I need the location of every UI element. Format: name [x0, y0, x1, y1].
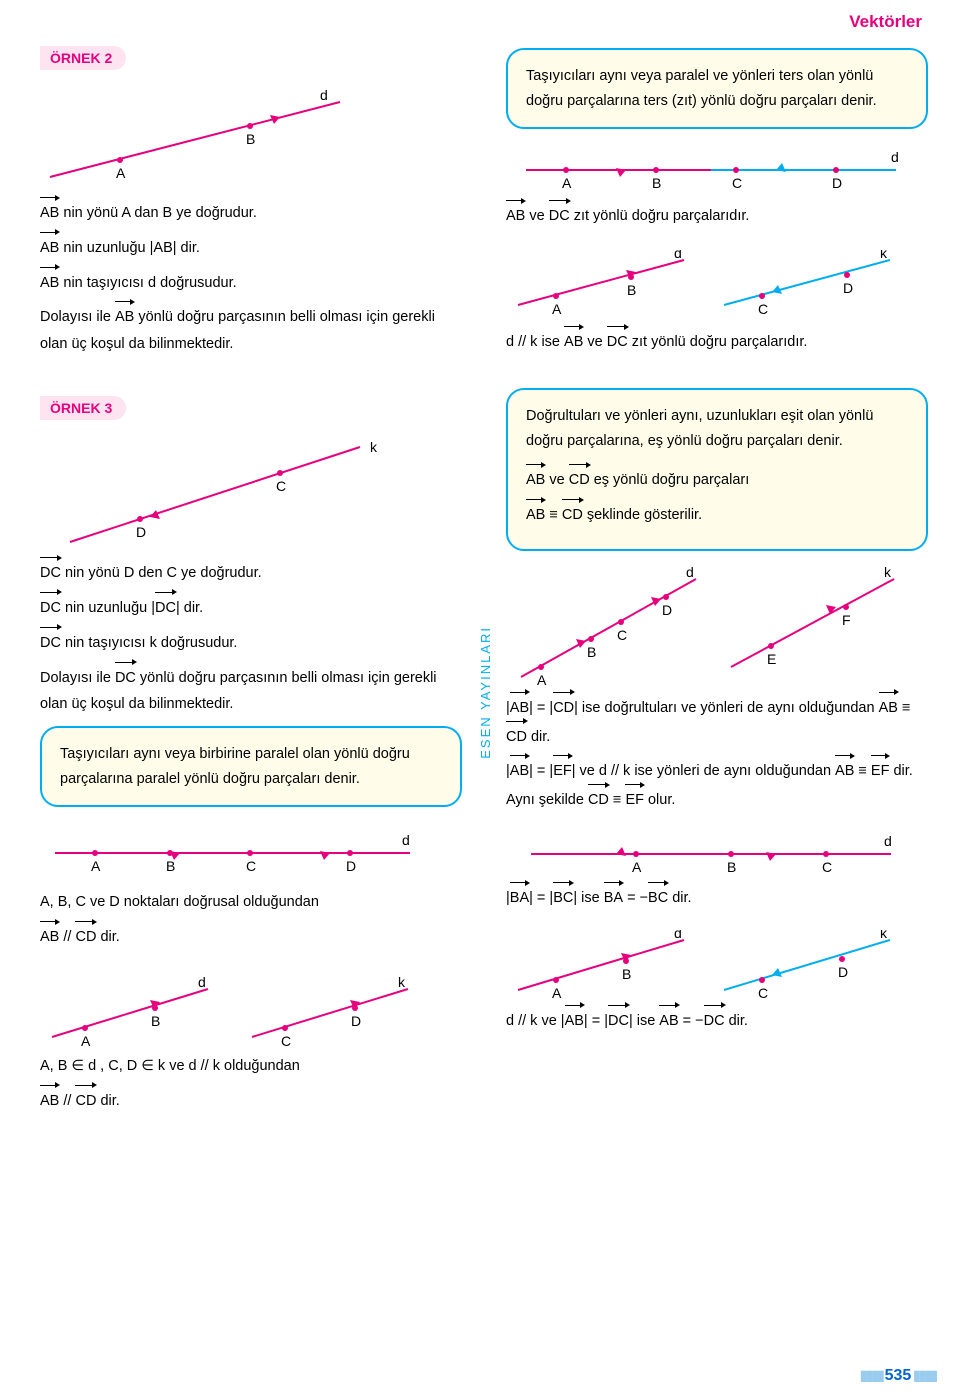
svg-text:C: C	[758, 985, 768, 1000]
text: Dolayısı ile DC yönlü doğru parçasının b…	[40, 663, 462, 719]
text: Dolayısı ile AB yönlü doğru parçasının b…	[40, 302, 462, 358]
svg-text:d: d	[320, 87, 328, 103]
svg-text:A: A	[537, 672, 547, 687]
svg-text:d: d	[674, 250, 682, 261]
svg-text:D: D	[136, 524, 146, 540]
diagram-ab-d: A Bd	[40, 977, 220, 1047]
page-number: 535	[860, 1367, 936, 1385]
text: DC nin yönü D den C ye doğrudur.	[40, 558, 462, 587]
svg-text:d: d	[402, 832, 410, 848]
note-equal: Doğrultuları ve yönleri aynı, uzunluklar…	[506, 388, 928, 551]
svg-text:B: B	[627, 282, 636, 298]
svg-text:B: B	[622, 966, 631, 982]
publisher-label: ESEN YAYINLARI	[478, 626, 493, 759]
diagram-ab-d2: A Bd	[506, 250, 696, 315]
svg-text:d: d	[686, 567, 694, 580]
text: A, B ∈ d , C, D ∈ k ve d // k olduğundan	[40, 1053, 462, 1080]
svg-text:C: C	[822, 859, 832, 875]
svg-text:B: B	[587, 644, 596, 660]
svg-text:A: A	[116, 165, 126, 181]
svg-text:C: C	[246, 858, 256, 874]
diagram-cd-k: C Dk	[240, 977, 420, 1047]
svg-text:B: B	[166, 858, 175, 874]
svg-text:A: A	[91, 858, 101, 874]
text: DC nin uzunluğu |DC| dir.	[40, 593, 462, 622]
svg-text:D: D	[346, 858, 356, 874]
example-3-label: ÖRNEK 3	[40, 396, 126, 420]
svg-text:k: k	[880, 930, 888, 941]
text: |BA| = |BC| ise BA = −BC dir.	[506, 883, 928, 912]
text: AB nin taşıyıcısı d doğrusudur.	[40, 268, 462, 297]
svg-text:D: D	[662, 602, 672, 618]
svg-text:B: B	[652, 175, 661, 191]
svg-text:A: A	[562, 175, 572, 191]
note-parallel: Taşıyıcıları aynı veya birbirine paralel…	[40, 726, 462, 807]
svg-text:B: B	[246, 131, 255, 147]
note-opposite: Taşıyıcıları aynı veya paralel ve yönler…	[506, 48, 928, 129]
text: AB // CD dir.	[40, 1086, 462, 1115]
svg-text:F: F	[842, 612, 851, 628]
svg-text:D: D	[351, 1013, 361, 1029]
svg-text:d: d	[198, 977, 206, 990]
page-title: Vektörler	[0, 0, 960, 36]
svg-text:D: D	[843, 280, 853, 296]
diagram-ba-bc: A B Cd	[506, 832, 906, 877]
text: |AB| = |CD| ise doğrultuları ve yönleri …	[506, 693, 928, 751]
diagram-cd-k2: C Dk	[712, 250, 902, 315]
svg-text:k: k	[398, 977, 406, 990]
svg-text:B: B	[151, 1013, 160, 1029]
svg-text:D: D	[838, 964, 848, 980]
svg-text:d: d	[884, 833, 892, 849]
svg-text:A: A	[632, 859, 642, 875]
diagram-abcd-line: A B C Dd	[40, 823, 420, 883]
svg-text:A: A	[552, 301, 562, 315]
svg-text:A: A	[81, 1033, 91, 1047]
svg-text:C: C	[281, 1033, 291, 1047]
diagram-ab-line: A Bd	[40, 82, 360, 192]
text: A, B, C ve D noktaları doğrusal olduğund…	[40, 889, 462, 916]
svg-text:C: C	[276, 478, 286, 494]
text: d // k ve |AB| = |DC| ise AB = −DC dir.	[506, 1006, 928, 1035]
text: AB nin yönü A dan B ye doğrudur.	[40, 198, 462, 227]
svg-text:C: C	[732, 175, 742, 191]
svg-text:B: B	[727, 859, 736, 875]
diagram-cd-k3: C Dk	[712, 930, 902, 1000]
text: |AB| = |EF| ve d // k ise yönleri de ayn…	[506, 756, 928, 814]
text: AB nin uzunluğu |AB| dir.	[40, 233, 462, 262]
svg-text:d: d	[674, 930, 682, 941]
diagram-ab-d3: A Bd	[506, 930, 696, 1000]
text: AB // CD dir.	[40, 922, 462, 951]
svg-text:k: k	[370, 439, 378, 455]
svg-text:D: D	[832, 175, 842, 191]
text: DC nin taşıyıcısı k doğrusudur.	[40, 628, 462, 657]
diagram-abcd-slope: A B C Dd	[506, 567, 706, 687]
example-2-label: ÖRNEK 2	[40, 46, 126, 70]
text: d // k ise AB ve DC zıt yönlü doğru parç…	[506, 327, 928, 356]
svg-text:k: k	[884, 567, 892, 580]
svg-text:A: A	[552, 985, 562, 1000]
diagram-dc-line: C Dk	[40, 432, 380, 552]
svg-text:C: C	[758, 301, 768, 315]
diagram-opposite-line: A B C Dd	[506, 145, 906, 195]
svg-text:d: d	[891, 149, 899, 165]
text: AB ve DC zıt yönlü doğru parçalarıdır.	[506, 201, 928, 230]
svg-text:E: E	[767, 651, 776, 667]
svg-text:C: C	[617, 627, 627, 643]
diagram-ef-k: E Fk	[716, 567, 906, 677]
svg-text:k: k	[880, 250, 888, 261]
